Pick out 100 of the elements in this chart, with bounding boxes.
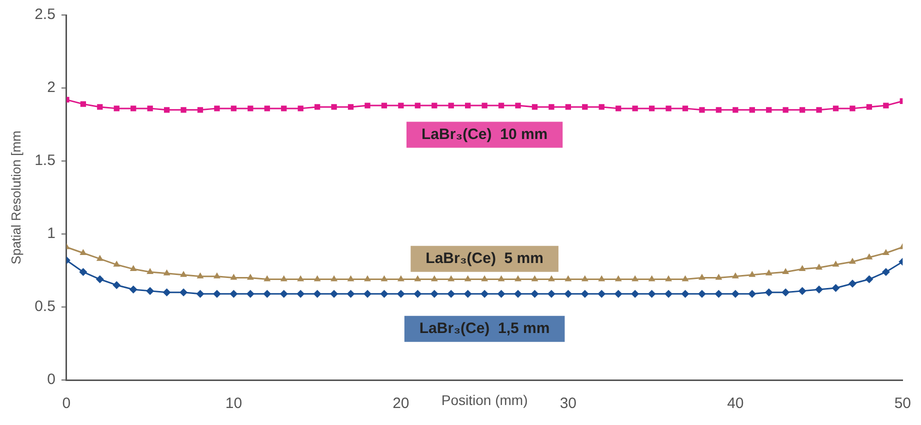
point (614, 275, 622, 282)
x-axis-title: Position (mm) (441, 392, 528, 408)
point (849, 258, 856, 264)
point (565, 104, 572, 110)
point (448, 275, 455, 282)
point (146, 286, 154, 295)
point (832, 284, 840, 292)
x-tick-label: 30 (560, 395, 577, 412)
point (448, 102, 454, 108)
point (164, 107, 170, 113)
point (547, 290, 556, 298)
point (314, 104, 320, 110)
point (381, 102, 388, 108)
point (246, 274, 254, 280)
point (196, 290, 204, 298)
point (297, 275, 304, 282)
point (396, 290, 405, 298)
point (313, 290, 322, 298)
point (498, 102, 504, 108)
point (363, 290, 372, 298)
y-tick-label: 0 (47, 371, 56, 388)
x-tick-label: 10 (225, 395, 242, 412)
series-label: LaBr₃(Ce) 1,5 mm (419, 320, 550, 338)
point (530, 290, 539, 298)
point (80, 101, 86, 107)
point (348, 104, 354, 110)
point (380, 290, 388, 298)
point (850, 106, 856, 112)
point (113, 260, 120, 267)
point (782, 288, 790, 296)
point (129, 285, 138, 294)
point (480, 290, 489, 298)
point (196, 272, 204, 278)
point (497, 290, 506, 298)
point (598, 290, 606, 298)
point (666, 106, 672, 112)
point (631, 290, 640, 298)
x-tick-label: 20 (392, 395, 410, 412)
point (130, 106, 136, 112)
point (716, 107, 722, 113)
point (514, 275, 522, 282)
point (432, 102, 438, 108)
point (681, 290, 690, 298)
point (96, 275, 104, 284)
point (816, 264, 822, 270)
y-tick-label: 1.5 (34, 152, 56, 170)
point (96, 254, 104, 261)
point (782, 107, 788, 113)
point (330, 290, 338, 298)
point (564, 275, 572, 282)
x-tick-label: 50 (894, 395, 911, 412)
point (580, 290, 589, 298)
point (865, 275, 874, 284)
point (498, 275, 505, 282)
point (346, 290, 355, 298)
point (848, 280, 856, 288)
point (799, 107, 806, 113)
point (414, 275, 422, 282)
point (248, 106, 254, 112)
point (816, 107, 822, 113)
x-tick-label: 40 (727, 395, 744, 412)
point (380, 275, 388, 282)
point (130, 265, 137, 272)
point (464, 275, 472, 282)
point (330, 275, 338, 282)
point (264, 275, 271, 282)
point (430, 290, 438, 298)
x-tick-label: 0 (62, 395, 71, 412)
point (364, 275, 371, 282)
y-axis-title: Spatial Resolution [mm (8, 130, 24, 264)
point (732, 272, 739, 278)
point (398, 102, 404, 108)
point (447, 290, 456, 298)
point (430, 275, 438, 282)
point (230, 106, 237, 112)
point (548, 104, 554, 110)
point (481, 275, 488, 282)
point (296, 290, 305, 298)
point (214, 106, 220, 112)
point (766, 107, 772, 113)
point (532, 104, 538, 110)
point (331, 104, 337, 110)
point (230, 290, 238, 298)
series-label: LaBr₃(Ce) 10 mm (421, 126, 548, 143)
point (698, 290, 706, 298)
point (731, 290, 740, 298)
point (665, 275, 672, 282)
point (281, 106, 287, 112)
point (79, 268, 88, 276)
point (80, 248, 87, 255)
point (197, 107, 204, 113)
point (230, 274, 238, 280)
point (364, 102, 370, 108)
point (414, 102, 420, 108)
point (114, 106, 120, 112)
y-tick-label: 1 (47, 225, 56, 242)
point (832, 260, 840, 267)
point (598, 275, 606, 282)
point (632, 106, 638, 112)
point (263, 290, 272, 298)
